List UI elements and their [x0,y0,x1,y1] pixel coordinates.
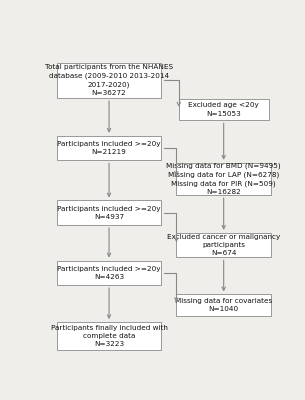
FancyBboxPatch shape [176,163,271,195]
Text: Missing data for BMD (N=9495)
Missing data for LAP (N=6278)
Missing data for PIR: Missing data for BMD (N=9495) Missing da… [166,163,281,195]
FancyBboxPatch shape [176,233,271,258]
FancyBboxPatch shape [57,200,161,225]
FancyBboxPatch shape [176,294,271,316]
Text: Excluded age <20y
N=15053: Excluded age <20y N=15053 [188,102,259,117]
FancyBboxPatch shape [57,136,161,160]
Text: Participants included >=20y
N=21219: Participants included >=20y N=21219 [57,141,161,155]
Text: Missing data for covariates
N=1040: Missing data for covariates N=1040 [175,298,272,312]
FancyBboxPatch shape [57,63,161,98]
FancyBboxPatch shape [57,322,161,350]
Text: Participants finally included with
complete data
N=3223: Participants finally included with compl… [51,325,167,347]
Text: Total participants from the NHANES
database (2009-2010 2013-2014
2017-2020)
N=36: Total participants from the NHANES datab… [45,64,173,96]
FancyBboxPatch shape [57,260,161,285]
Text: Excluded cancer or malignancy
participants
N=674: Excluded cancer or malignancy participan… [167,234,280,256]
Text: Participants included >=20y
N=4263: Participants included >=20y N=4263 [57,266,161,280]
FancyBboxPatch shape [179,99,269,120]
Text: Participants included >=20y
N=4937: Participants included >=20y N=4937 [57,206,161,220]
